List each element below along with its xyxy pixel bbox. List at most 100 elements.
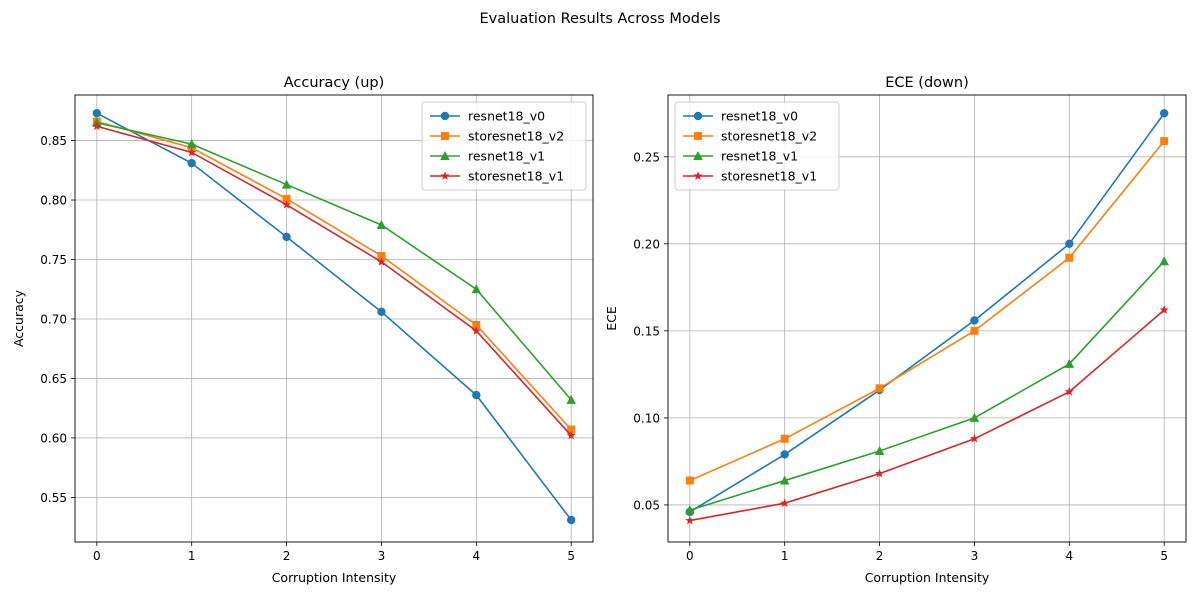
y-tick-label: 0.75 xyxy=(40,253,67,267)
data-point xyxy=(780,450,789,459)
y-tick-label: 0.15 xyxy=(633,324,660,338)
data-point xyxy=(685,476,694,485)
legend-item: storesnet18_v2 xyxy=(430,129,564,144)
legend-item: resnet18_v0 xyxy=(683,109,798,124)
series-line xyxy=(96,112,572,521)
y-tick-label: 0.80 xyxy=(40,194,67,208)
y-axis-label: ECE xyxy=(604,306,619,331)
data-point xyxy=(377,251,386,260)
legend-swatch-marker xyxy=(693,111,703,121)
data-point xyxy=(685,515,695,525)
series-line xyxy=(689,309,1165,522)
x-tick-label: 0 xyxy=(93,549,101,563)
legend-label: storesnet18_v1 xyxy=(468,169,564,184)
y-tick-label: 0.55 xyxy=(40,491,67,505)
legend-box xyxy=(674,101,840,191)
legend-label: storesnet18_v1 xyxy=(721,169,817,184)
accuracy-chart: 0 1 2 3 4 5 0.55 0.60 0.65 0.70 0.75 0.80 0.85 Accura… xyxy=(11,75,594,585)
data-point xyxy=(92,108,102,118)
data-point xyxy=(281,179,292,189)
data-point xyxy=(376,220,387,230)
legend-item: storesnet18_v2 xyxy=(683,129,817,144)
legend-swatch-marker xyxy=(440,151,450,160)
y-tick-label: 0.85 xyxy=(40,134,67,148)
data-point xyxy=(471,326,481,335)
data-point xyxy=(875,384,884,393)
data-point xyxy=(566,430,576,440)
x-tick-label: 2 xyxy=(283,549,291,563)
data-point xyxy=(1064,358,1075,368)
series-resnet18_v1 xyxy=(685,256,1169,515)
x-axis-label: Corruption Intensity xyxy=(865,570,990,585)
series-storesnet18_v1 xyxy=(92,121,576,440)
x-tick-label: 5 xyxy=(567,549,575,563)
data-point xyxy=(969,433,979,443)
ece-chart: 0 1 2 3 4 5 0.05 0.10 0.15 0.20 0.25 ECE (down) Corr… xyxy=(604,75,1187,585)
data-point xyxy=(282,194,291,203)
series-resnet18_v0 xyxy=(92,108,576,525)
legend-label: storesnet18_v2 xyxy=(468,129,564,144)
legend-item: resnet18_v1 xyxy=(683,149,798,164)
x-tick-label: 3 xyxy=(971,549,979,563)
legend-swatch-marker xyxy=(693,151,703,160)
legend-swatch-marker xyxy=(441,132,449,140)
legend-swatch-marker xyxy=(694,132,702,140)
data-point xyxy=(875,468,885,478)
data-point xyxy=(187,158,196,168)
data-point xyxy=(1160,137,1169,146)
y-tick-label: 0.20 xyxy=(633,237,660,251)
data-point xyxy=(282,232,291,242)
x-axis-label: Corruption Intensity xyxy=(272,570,397,585)
series-line xyxy=(689,260,1165,511)
legend-label: resnet18_v0 xyxy=(468,109,545,124)
data-point xyxy=(685,505,695,515)
series-line xyxy=(689,112,1165,513)
y-axis-label: Accuracy xyxy=(11,289,26,347)
data-point xyxy=(780,434,789,443)
data-point xyxy=(566,515,576,525)
y-tick-label: 0.05 xyxy=(633,498,660,512)
legend-swatch-marker xyxy=(693,171,703,180)
legend-item: resnet18_v0 xyxy=(430,109,545,124)
legend: resnet18_v0 storesnet18_v2 resnet18_v1stor… xyxy=(674,101,840,191)
data-point xyxy=(92,121,102,131)
x-tick-label: 0 xyxy=(686,549,694,563)
data-point xyxy=(471,284,482,294)
legend: resnet18_v0 storesnet18_v2 resnet18_v1stor… xyxy=(421,101,587,191)
data-point xyxy=(1065,253,1074,262)
legend-label: resnet18_v1 xyxy=(721,149,798,164)
y-tick-label: 0.10 xyxy=(633,411,660,425)
x-tick-label: 4 xyxy=(472,549,480,563)
series-line xyxy=(96,125,572,437)
legend-item: storesnet18_v1 xyxy=(683,169,817,184)
data-point xyxy=(780,498,790,508)
data-point xyxy=(186,139,197,149)
chart-title: ECE (down) xyxy=(885,75,969,91)
x-tick-label: 5 xyxy=(1160,549,1168,563)
x-tick-label: 1 xyxy=(781,549,789,563)
series-line xyxy=(96,121,572,401)
y-tick-label: 0.70 xyxy=(40,312,67,326)
legend-label: resnet18_v0 xyxy=(721,109,798,124)
y-tick-label: 0.60 xyxy=(40,431,67,445)
data-point xyxy=(566,394,576,404)
data-point xyxy=(970,316,979,325)
data-point xyxy=(472,390,481,400)
legend-item: storesnet18_v1 xyxy=(430,169,564,184)
data-point xyxy=(376,257,386,266)
chart-title: Accuracy (up) xyxy=(284,75,385,91)
legend-item: resnet18_v1 xyxy=(430,149,545,164)
x-tick-label: 2 xyxy=(876,549,884,563)
data-point xyxy=(377,307,386,317)
data-point xyxy=(1065,239,1074,249)
data-point xyxy=(1064,386,1074,396)
data-point xyxy=(970,326,979,335)
figure-suptitle: Evaluation Results Across Models xyxy=(479,11,720,27)
data-point xyxy=(282,199,292,209)
data-point xyxy=(874,445,885,455)
series-storesnet18_v1 xyxy=(685,305,1169,525)
data-point xyxy=(779,475,790,485)
series-line xyxy=(96,120,572,431)
data-point xyxy=(1159,256,1169,266)
